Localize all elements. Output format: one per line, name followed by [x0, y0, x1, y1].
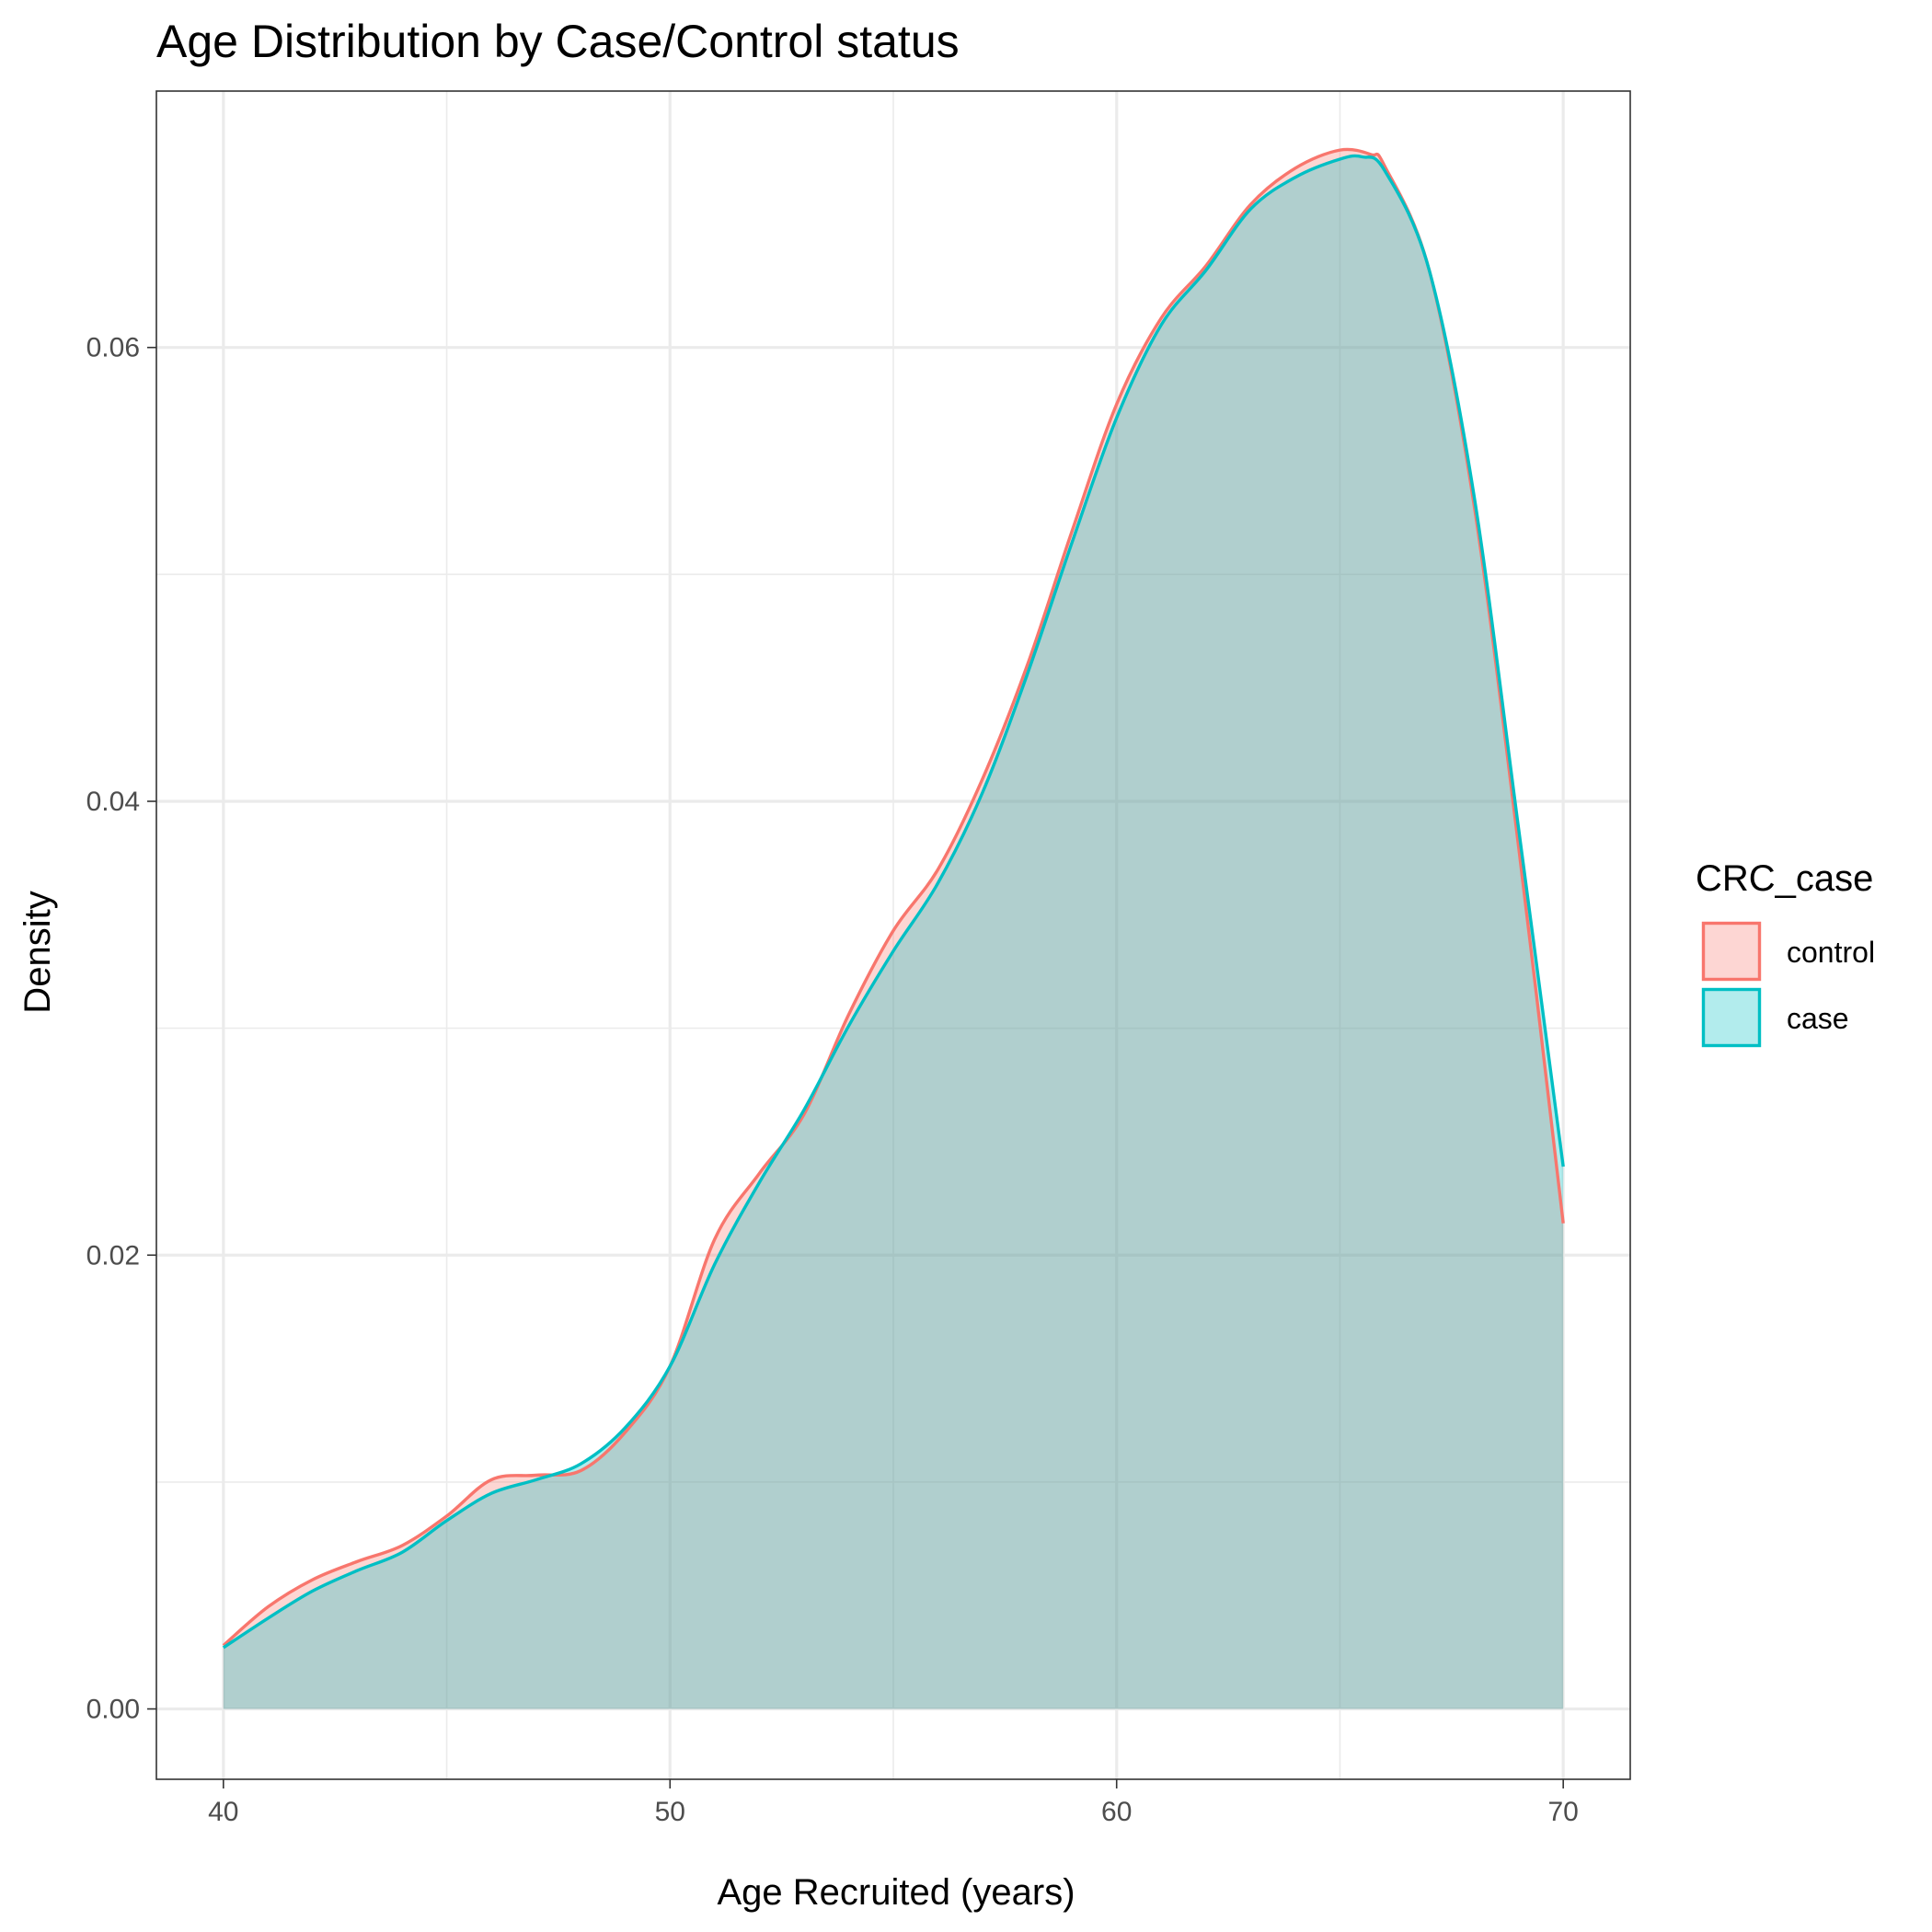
panel-border: [155, 90, 1631, 1780]
y-tick-label: 0.04: [86, 787, 140, 817]
x-tick-label: 50: [655, 1797, 685, 1827]
x-tick-label: 60: [1101, 1797, 1132, 1827]
y-tick-label: 0.06: [86, 333, 140, 363]
legend-key-control: [1701, 921, 1762, 982]
chart-title: Age Distribution by Case/Control status: [156, 16, 960, 67]
y-tick-label: 0.00: [86, 1695, 140, 1725]
x-axis-title: Age Recruited (years): [717, 1872, 1075, 1913]
y-tick-label: 0.02: [86, 1240, 140, 1271]
legend-title: CRC_case: [1696, 858, 1873, 899]
legend-label-control: control: [1787, 936, 1875, 969]
density-line-case: [222, 154, 1565, 1650]
plot-panel: [155, 90, 1631, 1780]
legend-key-bg-control: [1702, 922, 1761, 981]
density-area-case: [223, 155, 1564, 1709]
legend-key-case: [1701, 987, 1762, 1048]
x-tick-label: 70: [1547, 1797, 1578, 1827]
y-axis-title: Density: [17, 891, 58, 1013]
legend-label-case: case: [1787, 1002, 1849, 1035]
legend-key-bg-case: [1702, 988, 1761, 1047]
legend: CRC_case control case: [1696, 858, 1875, 1048]
x-tick-label: 40: [208, 1797, 238, 1827]
density-area-control: [223, 149, 1564, 1709]
